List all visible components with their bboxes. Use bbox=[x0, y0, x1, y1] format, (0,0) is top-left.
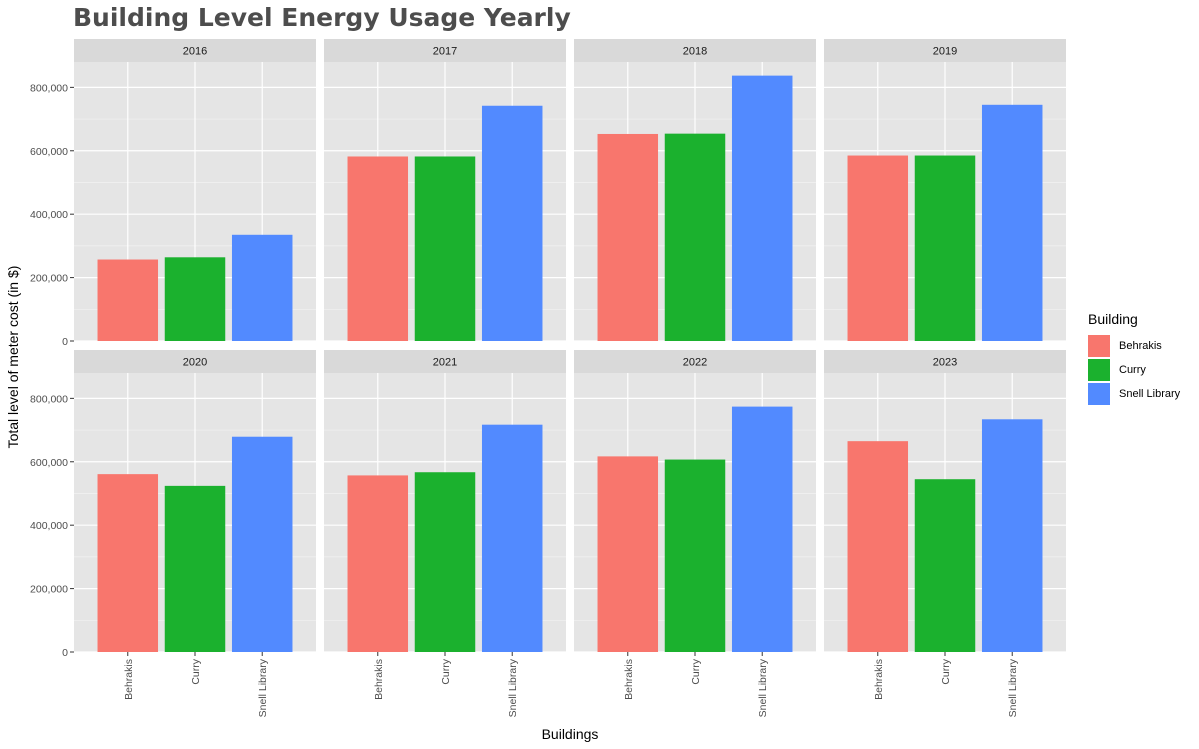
legend-swatch-curry bbox=[1088, 358, 1110, 381]
panel-2023-strip-label: 2023 bbox=[933, 357, 957, 369]
panel-2020-bar-snell-library bbox=[231, 436, 293, 652]
panel-2023-bar-behrakis bbox=[847, 441, 909, 652]
panel-2016-bar-curry bbox=[164, 257, 226, 341]
panel-2017-strip bbox=[324, 39, 566, 62]
y-tick-label: 600,000 bbox=[30, 457, 68, 469]
legend-swatch-snell-library bbox=[1088, 382, 1110, 405]
panel-2021-bar-snell-library bbox=[481, 424, 543, 652]
legend-label-behrakis: Behrakis bbox=[1119, 339, 1162, 352]
panel-2022-bar-behrakis bbox=[597, 456, 659, 652]
y-tick-label: 400,000 bbox=[30, 520, 68, 532]
legend-item-behrakis: Behrakis bbox=[1088, 334, 1180, 357]
panel-2017-bar-curry bbox=[414, 156, 476, 341]
x-tick-label-snell-library: Snell Library bbox=[257, 658, 269, 717]
legend-label-curry: Curry bbox=[1119, 363, 1146, 376]
legend-label-snell-library: Snell Library bbox=[1119, 387, 1181, 400]
legend-item-snell-library: Snell Library bbox=[1088, 382, 1180, 405]
x-tick-label-behrakis: Behrakis bbox=[873, 659, 885, 700]
panel-2016-bar-snell-library bbox=[231, 234, 293, 341]
panel-2018-bar-snell-library bbox=[731, 75, 793, 341]
legend-title: Building bbox=[1088, 311, 1138, 327]
panel-2022-bar-curry bbox=[664, 459, 726, 652]
panel-2023-bar-snell-library bbox=[981, 419, 1043, 652]
y-tick-label: 0 bbox=[62, 336, 68, 348]
y-tick-label: 800,000 bbox=[30, 393, 68, 405]
legend: Building Behrakis Curry Snell Library bbox=[1088, 311, 1180, 406]
panel-2016-strip bbox=[74, 39, 316, 62]
panel-2021-bar-behrakis bbox=[347, 475, 409, 652]
panel-2017-strip-label: 2017 bbox=[433, 46, 457, 58]
panel-2017-bar-behrakis bbox=[347, 156, 409, 341]
legend-item-curry: Curry bbox=[1088, 358, 1180, 381]
y-tick-label: 400,000 bbox=[30, 209, 68, 221]
panel-2016-strip-label: 2016 bbox=[183, 46, 207, 58]
panel-2022-strip bbox=[574, 350, 816, 373]
x-tick-label-snell-library: Snell Library bbox=[1007, 658, 1019, 717]
panel-2023-bar-curry bbox=[914, 479, 976, 652]
x-axis-title: Buildings bbox=[542, 726, 599, 742]
panel-2019-bar-behrakis bbox=[847, 155, 909, 341]
panel-2021-strip-label: 2021 bbox=[433, 357, 457, 369]
y-tick-label: 200,000 bbox=[30, 584, 68, 596]
panel-2023-strip bbox=[824, 350, 1066, 373]
chart-title: Building Level Energy Usage Yearly bbox=[73, 3, 571, 32]
y-tick-label: 0 bbox=[62, 647, 68, 659]
y-tick-label: 200,000 bbox=[30, 273, 68, 285]
panel-2022-bar-snell-library bbox=[731, 406, 793, 652]
x-tick-label-curry: Curry bbox=[940, 658, 952, 684]
legend-swatch-behrakis bbox=[1088, 334, 1110, 357]
y-tick-label: 800,000 bbox=[30, 82, 68, 94]
panel-2016-bar-behrakis bbox=[97, 259, 159, 341]
panel-2019-bar-curry bbox=[914, 155, 976, 341]
y-tick-label: 600,000 bbox=[30, 146, 68, 158]
panel-2017-bar-snell-library bbox=[481, 105, 543, 341]
panel-2020-strip bbox=[74, 350, 316, 373]
x-tick-label-behrakis: Behrakis bbox=[623, 659, 635, 700]
panel-2018-strip bbox=[574, 39, 816, 62]
panel-2019-strip bbox=[824, 39, 1066, 62]
panel-2019-strip-label: 2019 bbox=[933, 46, 957, 58]
panel-2018-bar-behrakis bbox=[597, 133, 659, 341]
panel-2018-bar-curry bbox=[664, 133, 726, 341]
x-tick-label-snell-library: Snell Library bbox=[507, 658, 519, 717]
x-tick-label-curry: Curry bbox=[190, 658, 202, 684]
x-tick-label-behrakis: Behrakis bbox=[373, 659, 385, 700]
y-axis-title: Total level of meter cost (in $) bbox=[5, 266, 21, 449]
panel-2019-bar-snell-library bbox=[981, 104, 1043, 341]
panel-2022-strip-label: 2022 bbox=[683, 357, 707, 369]
x-tick-label-behrakis: Behrakis bbox=[123, 659, 135, 700]
panel-2020-bar-behrakis bbox=[97, 474, 159, 652]
x-tick-label-curry: Curry bbox=[440, 658, 452, 684]
x-tick-label-curry: Curry bbox=[690, 658, 702, 684]
x-tick-label-snell-library: Snell Library bbox=[757, 658, 769, 717]
panel-2021-bar-curry bbox=[414, 472, 476, 652]
panel-2020-bar-curry bbox=[164, 485, 226, 652]
panel-2018-strip-label: 2018 bbox=[683, 46, 707, 58]
panel-2020-strip-label: 2020 bbox=[183, 357, 207, 369]
panel-2021-strip bbox=[324, 350, 566, 373]
